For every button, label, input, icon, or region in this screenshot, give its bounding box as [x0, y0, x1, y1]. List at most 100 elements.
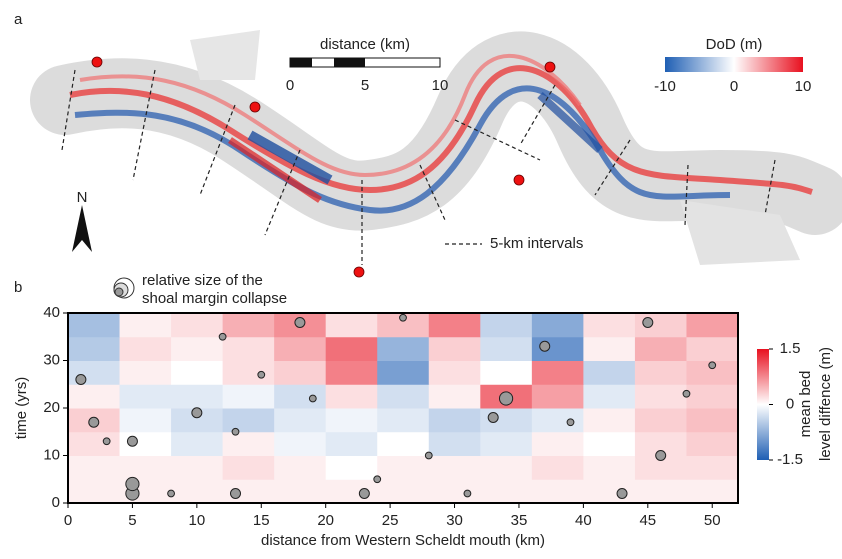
heat-cell	[222, 360, 275, 385]
scale-title: distance (km)	[320, 36, 410, 53]
y-tick-label: 30	[43, 351, 60, 368]
x-tick-label: 35	[511, 512, 528, 529]
heat-cell	[480, 336, 533, 361]
estuary-map	[30, 30, 842, 278]
collapse-marker	[539, 340, 551, 352]
heat-cell	[325, 455, 378, 480]
heat-cell	[68, 479, 121, 504]
heat-cell	[583, 479, 636, 504]
heat-cell	[325, 384, 378, 409]
x-tick-label: 40	[575, 512, 592, 529]
heat-cell	[171, 360, 224, 385]
colorbar-tick-label: 1.5	[780, 340, 801, 357]
heat-cell	[377, 360, 430, 385]
heat-cell	[428, 313, 481, 338]
heat-cell	[428, 360, 481, 385]
heat-cell	[171, 455, 224, 480]
heat-cell	[325, 336, 378, 361]
y-axis-label: time (yrs)	[13, 377, 30, 440]
heat-cell	[274, 384, 327, 409]
panel-label: b	[14, 279, 22, 296]
collapse-marker	[373, 475, 382, 484]
heat-cell	[583, 431, 636, 456]
heat-cell	[119, 384, 172, 409]
dod-title: DoD (m)	[706, 36, 763, 53]
heat-cell	[171, 479, 224, 504]
heat-cell	[171, 431, 224, 456]
scale-tick-label: 5	[361, 77, 369, 94]
heat-cell	[274, 336, 327, 361]
heat-cell	[428, 336, 481, 361]
heat-cell	[634, 479, 687, 504]
heat-cell	[686, 313, 739, 338]
heat-cell	[531, 313, 584, 338]
heat-cell	[325, 313, 378, 338]
collapse-legend: relative size of the	[142, 272, 263, 289]
heat-cell	[480, 313, 533, 338]
heat-cell	[480, 455, 533, 480]
dod-tick-label: -10	[654, 78, 676, 95]
x-tick-label: 0	[64, 512, 72, 529]
heat-cell	[480, 479, 533, 504]
heat-cell	[531, 479, 584, 504]
heat-cell	[119, 313, 172, 338]
collapse-marker	[230, 488, 241, 499]
collapse-marker	[231, 427, 240, 436]
heat-cell	[583, 336, 636, 361]
heat-cell	[531, 336, 584, 361]
heat-cell	[171, 336, 224, 361]
heat-cell	[274, 431, 327, 456]
collapse-marker	[498, 391, 514, 406]
collapse-marker	[708, 361, 717, 370]
y-tick-label: 20	[43, 399, 60, 416]
heat-cell	[583, 360, 636, 385]
heat-cell	[325, 431, 378, 456]
collapse-marker	[682, 389, 691, 398]
collapse-marker	[126, 435, 138, 447]
heat-cell	[531, 455, 584, 480]
heat-cell	[274, 408, 327, 433]
heat-cell	[634, 408, 687, 433]
heat-cell	[377, 431, 430, 456]
x-axis-label: distance from Western Scheldt mouth (km)	[261, 532, 545, 549]
x-tick-label: 50	[704, 512, 721, 529]
heat-cell	[480, 360, 533, 385]
collapse-marker	[399, 313, 407, 322]
collapse-marker	[424, 451, 433, 460]
heat-cell	[274, 455, 327, 480]
collapse-legend: shoal margin collapse	[142, 290, 287, 307]
collapse-marker	[487, 412, 499, 423]
heat-cell	[634, 384, 687, 409]
colorbar-tick-label: 0	[786, 395, 794, 412]
heat-cell	[428, 384, 481, 409]
heat-cell	[68, 313, 121, 338]
heat-cell	[274, 479, 327, 504]
collapse-marker	[616, 488, 628, 499]
interval-legend: 5-km intervals	[490, 235, 583, 252]
heat-cell	[68, 384, 121, 409]
collapse-marker	[88, 416, 100, 428]
heat-cell	[686, 431, 739, 456]
heat-cell	[222, 455, 275, 480]
heat-cell	[119, 360, 172, 385]
heat-cell	[222, 408, 275, 433]
heat-cell	[531, 408, 584, 433]
heat-cell	[274, 360, 327, 385]
heat-cell	[325, 479, 378, 504]
y-tick-label: 0	[52, 494, 60, 511]
heat-cell	[531, 360, 584, 385]
heat-cell	[428, 408, 481, 433]
dod-tick-label: 10	[795, 78, 812, 95]
x-tick-label: 25	[382, 512, 399, 529]
x-tick-label: 20	[317, 512, 334, 529]
collapse-marker	[257, 370, 266, 379]
scale-tick-label: 0	[286, 77, 294, 94]
heat-cell	[68, 455, 121, 480]
collapse-marker	[218, 332, 227, 341]
heat-cell	[222, 336, 275, 361]
heat-cell	[119, 431, 172, 456]
heat-cell	[222, 431, 275, 456]
x-tick-label: 5	[128, 512, 136, 529]
heat-cell	[222, 479, 275, 504]
